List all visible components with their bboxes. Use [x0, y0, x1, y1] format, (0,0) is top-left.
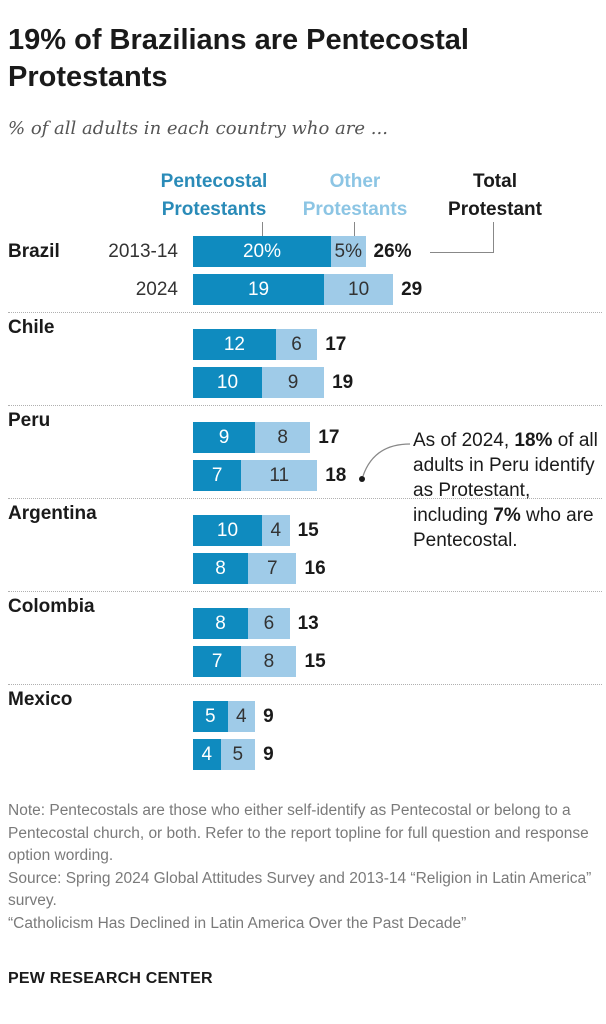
total-label: 18	[325, 465, 347, 486]
total-label: 17	[325, 334, 347, 355]
bar-segment-pentecostal: 7	[193, 460, 242, 491]
country-label-argentina: Argentina	[8, 503, 97, 524]
bar-segment-pentecostal: 7	[193, 646, 242, 677]
bar-segment-pentecostal: 10	[193, 515, 262, 546]
country-label-mexico: Mexico	[8, 689, 73, 710]
bar-peru-2024: 7 11	[193, 460, 318, 491]
country-label-colombia: Colombia	[8, 596, 95, 617]
legend-total-protestant: Total Protestant	[448, 171, 542, 220]
bar-segment-other: 8	[255, 422, 311, 453]
total-label: 9	[263, 706, 274, 727]
bar-segment-pentecostal: 10	[193, 367, 262, 398]
total-label: 13	[297, 613, 319, 634]
total-label: 17	[318, 427, 340, 448]
bar-chile-2024: 10 9	[193, 367, 325, 398]
chart-title: 19% of Brazilians are Pentecostal Protes…	[8, 24, 469, 93]
legend-pentecostal: Pentecostal Protestants	[160, 171, 268, 220]
total-label: 26%	[373, 241, 412, 262]
bar-segment-pentecostal: 20%	[193, 236, 331, 267]
bar-segment-other: 10	[324, 274, 394, 305]
bar-segment-other: 11	[241, 460, 318, 491]
total-label: 19	[332, 372, 354, 393]
bar-brazil-2013-14: 20% 5%	[193, 236, 366, 267]
report-title: “Catholicism Has Declined in Latin Ameri…	[8, 914, 467, 932]
bar-segment-other: 8	[241, 646, 297, 677]
bar-segment-pentecostal: 12	[193, 329, 276, 360]
annotation-highlight: 18%	[514, 430, 553, 451]
group-divider	[8, 591, 602, 592]
total-label: 16	[304, 558, 326, 579]
year-label: 2024	[135, 279, 178, 300]
annotation-text: As of 2024,	[413, 430, 515, 451]
legend-pointer-total-horizontal	[430, 252, 494, 253]
note-text: Note: Pentecostals are those who either …	[8, 802, 589, 864]
year-label: 2013-14	[108, 241, 178, 262]
peru-annotation: As of 2024, 18% of all adults in Peru id…	[413, 428, 598, 553]
annotation-text: who are Pentecostal.	[413, 505, 594, 551]
bar-segment-pentecostal: 8	[193, 608, 249, 639]
bar-segment-pentecostal: 19	[193, 274, 325, 305]
total-label: 29	[401, 279, 423, 300]
bar-segment-other: 4	[227, 701, 256, 732]
bar-segment-other: 5%	[331, 236, 366, 267]
legend-pointer-other	[354, 222, 355, 236]
publisher-logo-text: PEW RESEARCH CENTER	[8, 970, 213, 987]
annotation-text: of all adults in Peru identify as Protes…	[413, 430, 598, 526]
total-label: 15	[297, 520, 319, 541]
chart-notes: Note: Pentecostals are those who either …	[8, 800, 600, 935]
bar-segment-other: 4	[262, 515, 290, 546]
country-label-peru: Peru	[8, 410, 51, 431]
legend-pointer-pentecostal	[262, 222, 263, 236]
bar-chile-2013-14: 12 6	[193, 329, 318, 360]
bar-argentina-2013-14: 10 4	[193, 515, 290, 546]
annotation-dot	[359, 476, 365, 482]
bar-segment-pentecostal: 4	[193, 739, 221, 770]
bar-segment-other: 6	[248, 608, 290, 639]
bar-segment-other: 6	[275, 329, 318, 360]
annotation-connector	[362, 443, 411, 477]
bar-brazil-2024: 19 10	[193, 274, 394, 305]
group-divider	[8, 312, 602, 313]
bar-segment-pentecostal: 8	[193, 553, 249, 584]
bar-segment-pentecostal: 9	[193, 422, 256, 453]
source-text: Source: Spring 2024 Global Attitudes Sur…	[8, 869, 592, 910]
bar-segment-other: 5	[220, 739, 256, 770]
annotation-highlight: 7%	[493, 505, 521, 526]
bar-segment-other: 9	[262, 367, 325, 398]
group-divider	[8, 498, 602, 499]
bar-segment-other: 7	[248, 553, 297, 584]
country-label-chile: Chile	[8, 317, 55, 338]
total-label: 9	[263, 744, 274, 765]
total-label: 15	[304, 651, 326, 672]
legend-other-protestants: Other Protestants	[302, 171, 408, 220]
bar-segment-pentecostal: 5	[193, 701, 228, 732]
legend-pointer-total	[493, 222, 494, 253]
chart-subtitle: % of all adults in each country who are …	[8, 118, 388, 139]
country-label-brazil: Brazil	[8, 241, 60, 262]
group-divider	[8, 684, 602, 685]
group-divider	[8, 405, 602, 406]
